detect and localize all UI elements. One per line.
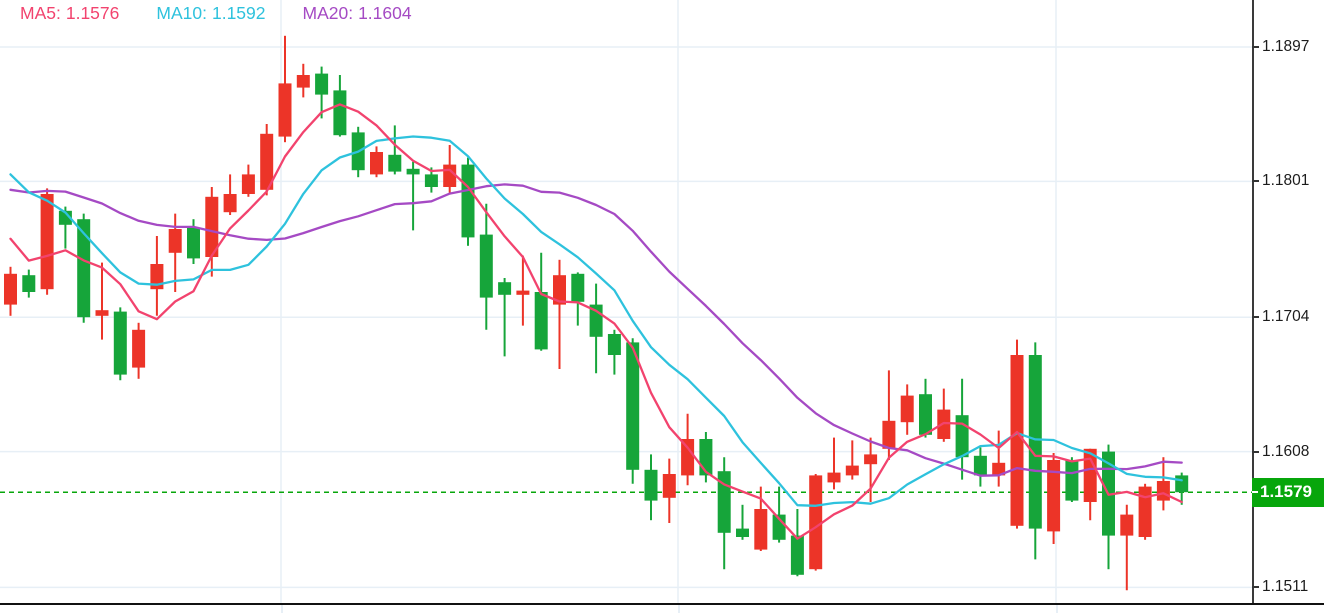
- axis-tick-mark: [1252, 450, 1259, 453]
- candle: [406, 168, 420, 175]
- time-axis-line: [0, 603, 1324, 605]
- legend-ma20-label: MA20:: [302, 3, 354, 23]
- price-axis-label-text: 1.1608: [1262, 442, 1310, 460]
- time-axis-tick: [1056, 605, 1058, 613]
- candle: [662, 474, 676, 498]
- ma5-line: [9, 103, 1183, 540]
- price-axis-label-text: 1.1801: [1262, 172, 1310, 190]
- time-axis-tick: [281, 605, 283, 613]
- candle: [132, 329, 146, 368]
- candle: [1083, 448, 1097, 502]
- last-price-value: 1.1579: [1260, 482, 1312, 502]
- candle: [827, 472, 841, 483]
- candle: [22, 275, 36, 292]
- candle: [571, 273, 585, 302]
- candle: [498, 282, 512, 295]
- candle: [77, 219, 91, 318]
- candle: [205, 196, 219, 257]
- price-axis-label: 1.1801: [1252, 171, 1309, 191]
- tag-tick-mark: [1252, 491, 1258, 494]
- candle: [223, 194, 237, 213]
- price-axis-label-text: 1.1897: [1262, 38, 1310, 55]
- candle: [443, 164, 457, 187]
- candle: [40, 194, 54, 290]
- candle: [992, 462, 1006, 476]
- time-axis-tick: [678, 605, 680, 613]
- candle: [388, 154, 402, 172]
- candle: [1028, 355, 1042, 529]
- candle: [4, 273, 17, 305]
- candle: [973, 455, 987, 476]
- candle: [736, 528, 749, 537]
- candle: [681, 439, 695, 476]
- legend-ma5: MA5: 1.1576: [20, 3, 124, 24]
- candle: [626, 342, 640, 470]
- candle: [95, 310, 109, 316]
- candle: [58, 210, 72, 225]
- candle: [1120, 514, 1134, 536]
- candle: [1010, 355, 1024, 526]
- candle: [424, 174, 438, 187]
- candle: [534, 292, 548, 350]
- candles: [4, 35, 1189, 591]
- candle: [754, 509, 768, 550]
- candle: [809, 475, 823, 570]
- candle: [241, 174, 255, 194]
- candle: [1175, 475, 1189, 493]
- legend-ma10-label: MA10:: [156, 3, 207, 23]
- ma-legend: MA5: 1.1576 MA10: 1.1592 MA20: 1.1604: [20, 3, 417, 24]
- candle: [187, 227, 200, 259]
- candle: [461, 164, 475, 238]
- candle: [644, 469, 658, 501]
- candle: [864, 454, 878, 465]
- candle: [168, 229, 182, 253]
- candle: [553, 275, 566, 305]
- axis-tick-mark: [1252, 586, 1259, 589]
- candle: [790, 535, 804, 575]
- axis-tick-mark: [1252, 46, 1259, 48]
- price-axis-label: 1.1897: [1252, 37, 1309, 57]
- legend-ma10: MA10: 1.1592: [156, 3, 270, 24]
- candle: [516, 290, 530, 295]
- candle: [845, 465, 859, 476]
- candle: [955, 415, 969, 458]
- ma20-line: [9, 183, 1183, 477]
- legend-ma20-value: 1.1604: [358, 3, 412, 23]
- gridlines: [0, 0, 1252, 604]
- price-axis-label: 1.1511: [1252, 577, 1308, 597]
- candle: [1065, 460, 1079, 501]
- candle: [1138, 486, 1152, 537]
- candle: [333, 90, 347, 136]
- candle: [1047, 460, 1061, 532]
- candle: [1156, 481, 1170, 501]
- ma-lines: [9, 103, 1183, 540]
- ma10-line: [9, 135, 1183, 507]
- candle: [900, 395, 914, 423]
- candle: [260, 133, 274, 190]
- legend-ma20: MA20: 1.1604: [303, 3, 417, 24]
- price-axis-label-text: 1.1704: [1262, 308, 1310, 326]
- chart-plot-area[interactable]: [0, 0, 1252, 604]
- candle: [278, 83, 292, 137]
- price-axis-label-text: 1.1511: [1262, 578, 1309, 596]
- candle: [882, 420, 896, 449]
- price-axis-line: [1252, 0, 1254, 604]
- axis-tick-mark: [1252, 180, 1259, 183]
- candle: [296, 75, 310, 88]
- candle: [479, 234, 493, 298]
- last-price-tag: 1.1579: [1252, 477, 1324, 507]
- price-axis-label: 1.1704: [1252, 307, 1309, 327]
- candle: [370, 152, 383, 175]
- candle: [919, 394, 932, 435]
- axis-tick-mark: [1252, 316, 1259, 319]
- price-axis-label: 1.1608: [1252, 442, 1309, 462]
- legend-ma5-label: MA5:: [20, 3, 61, 23]
- candle: [113, 311, 127, 375]
- candle: [315, 73, 329, 95]
- candle: [607, 334, 621, 355]
- legend-ma5-value: 1.1576: [65, 3, 120, 23]
- legend-ma10-value: 1.1592: [211, 3, 266, 23]
